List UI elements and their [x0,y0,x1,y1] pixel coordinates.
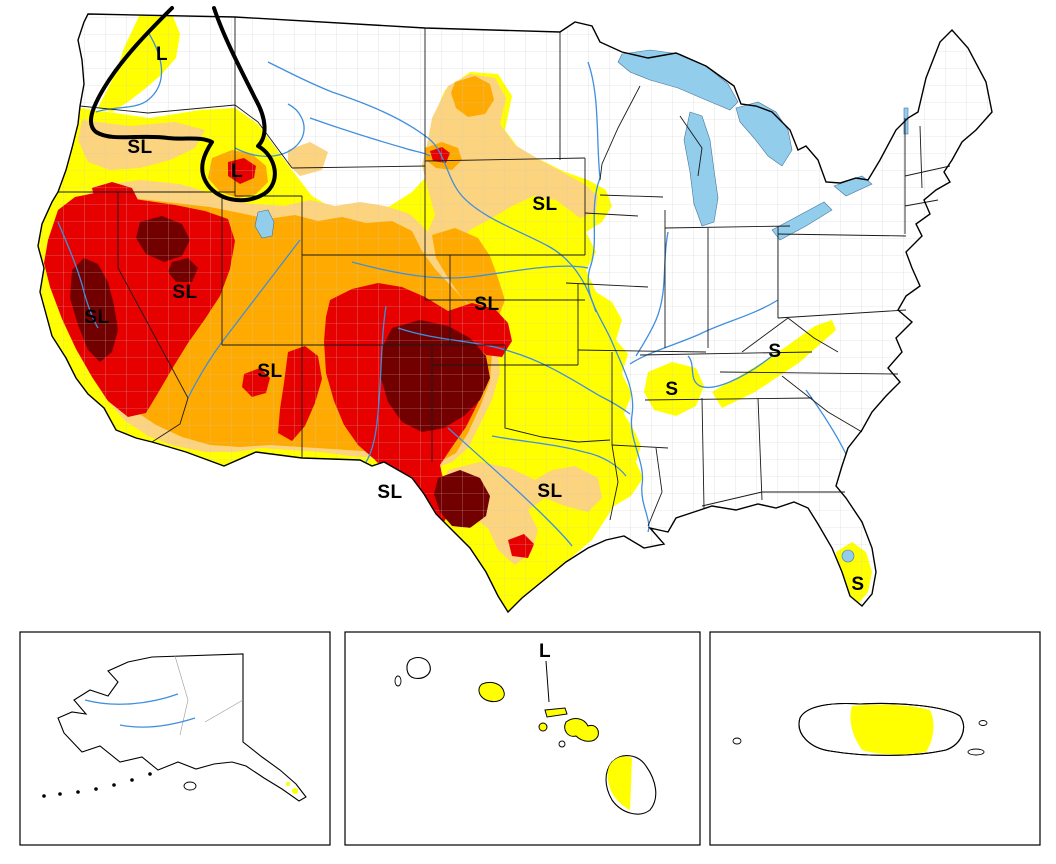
drought-region-label: S [665,379,679,400]
hawaii-inset-box [344,631,701,846]
alaska-inset [19,631,331,846]
drought-region-label: SL [532,194,558,215]
drought-region-label: L [155,44,169,65]
drought-region-label: SL [537,481,563,502]
hawaii-label-pointer [545,660,550,703]
niihau-island [394,675,402,687]
puerto-rico-inset [709,631,1041,846]
drought-region-boundary [88,6,277,203]
drought-region-label: L [230,161,244,182]
drought-region-label: S [768,341,782,362]
drought-region-label: SL [127,137,153,158]
oahu-island [478,681,505,703]
lower48-outline [37,13,993,614]
drought-region-label: SL [257,361,283,382]
great-salt-lake [254,209,275,239]
lanai-island [538,722,548,732]
drought-region-label: SL [474,294,500,315]
molokai-island [544,707,568,718]
mona-island [732,737,742,745]
kodiak-island [183,781,197,791]
lake-champlain [903,107,909,135]
drought-region-label: SL [84,307,110,328]
lake-okeechobee [841,549,855,563]
hawaii-inset [344,631,701,846]
hawaii-drought-label: L [538,641,552,662]
rivers [57,31,847,547]
state-boundaries [58,17,951,527]
drought-region-label: S [851,574,865,595]
lakes [254,49,909,563]
drought-region-label: SL [377,482,403,503]
aleutian-islands [42,772,152,798]
kahoolawe-island [558,740,566,748]
big-island-d0-patch [607,756,632,810]
lake-erie [771,201,833,241]
vieques-island [967,748,985,756]
puerto-rico-outline-restroke [798,702,964,756]
maui-island [564,718,599,742]
drought-region-label: SL [172,282,198,303]
culebra-island [978,720,988,726]
alaska-rivers [84,693,196,728]
alaska-d0-patch-2 [286,782,290,786]
county-boundaries-texture [38,14,992,612]
kauai-island [406,657,431,679]
lake-michigan [683,111,719,227]
alaska-d0-patch [292,788,298,794]
puerto-rico-d0-patch [850,704,934,755]
alaska-internal-boundaries [174,655,244,736]
